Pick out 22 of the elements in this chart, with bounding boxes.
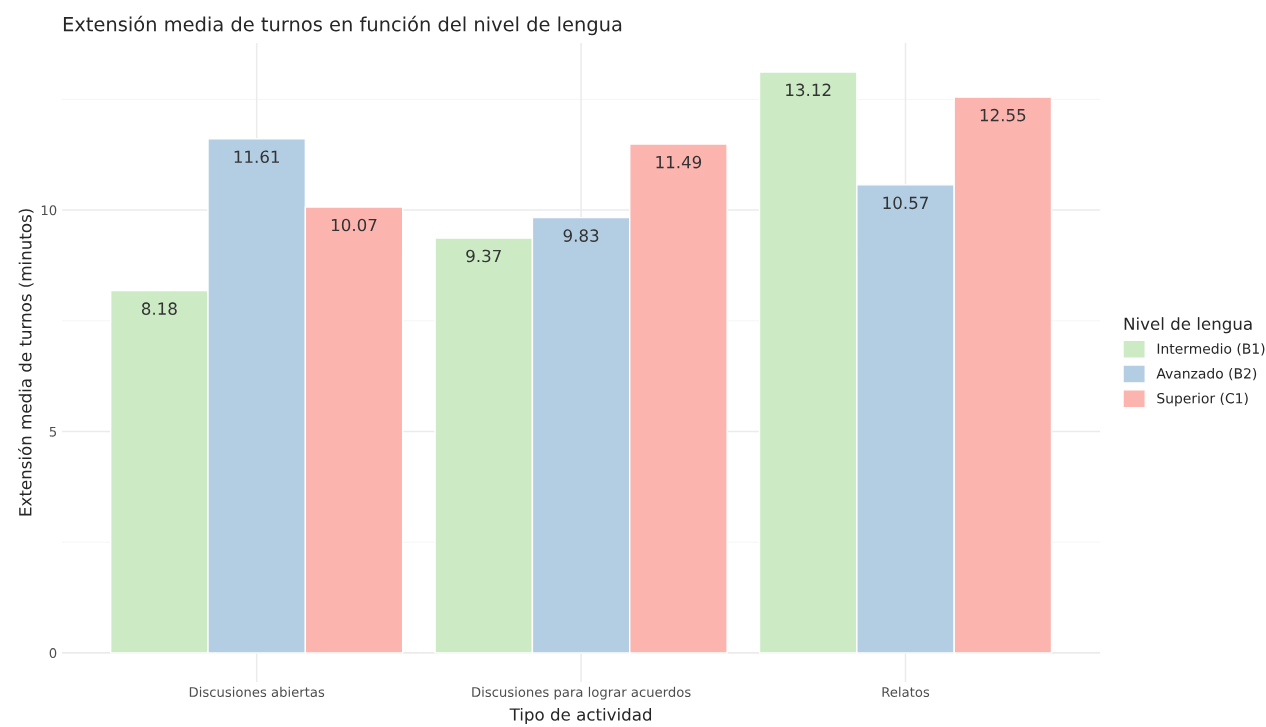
data-label: 9.83 <box>563 229 599 242</box>
data-label: 13.12 <box>786 83 831 97</box>
legend-title: Nivel de lengua <box>1124 317 1252 334</box>
data-label: 9.37 <box>466 249 501 263</box>
x-tick-label: Discusiones para lograr acuerdos <box>472 686 691 700</box>
legend-label: Avanzado (B2) <box>1156 367 1257 381</box>
legend-label: Superior (C1) <box>1157 392 1248 407</box>
data-label: 11.61 <box>234 150 279 164</box>
chart-title: Extensión media de turnos en función del nivel de lengua <box>63 15 622 36</box>
x-tick-label: Discusiones abiertas <box>189 686 325 697</box>
legend-label: Intermedio (B1) <box>1157 343 1265 356</box>
data-label: 10.07 <box>331 218 377 232</box>
x-axis-title: Tipo de actividad <box>509 707 652 725</box>
y-tick-label: 0 <box>49 648 57 659</box>
y-tick-label: 10 <box>41 205 57 216</box>
y-axis-title: Extensión media de turnos (minutos) <box>18 209 34 516</box>
data-label: 8.18 <box>141 302 177 315</box>
y-tick-label: 5 <box>49 426 57 437</box>
x-tick-label: Relatos <box>882 686 930 697</box>
data-label: 12.55 <box>980 108 1026 122</box>
data-label: 10.57 <box>883 196 928 210</box>
data-label: 11.49 <box>656 155 702 169</box>
